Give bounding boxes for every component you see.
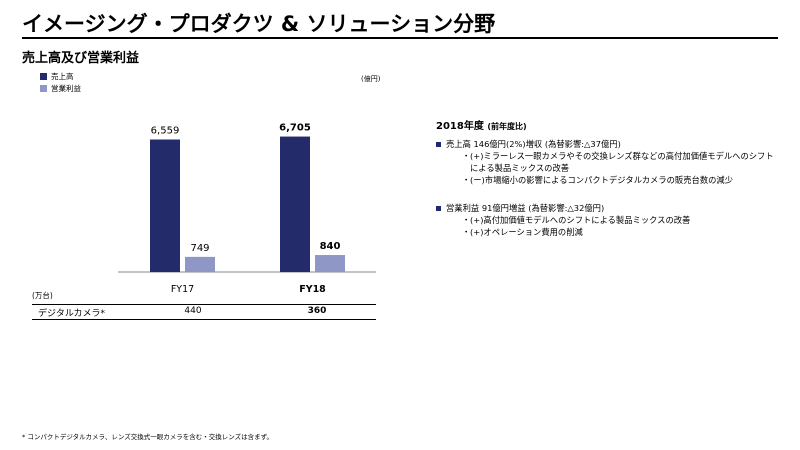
- legend-item-op-income: 営業利益: [40, 83, 81, 94]
- legend-label-op-income: 営業利益: [51, 84, 81, 93]
- commentary-heading: 2018年度 (前年度比): [436, 120, 776, 135]
- legend-label-sales: 売上高: [51, 72, 74, 81]
- data-label-sales-fy18: 6,705: [279, 123, 311, 134]
- list-item: ・ (+)高付加価値モデルへのシフトによる製品ミックスの改善: [436, 214, 776, 226]
- table-row: デジタルカメラ* 440 360: [32, 304, 376, 320]
- op-income-item-1: (+)高付加価値モデルへのシフトによる製品ミックスの改善: [470, 214, 691, 225]
- data-label-op-income-fy18: 840: [320, 241, 341, 252]
- title-divider: [22, 37, 778, 39]
- legend-item-sales: 売上高: [40, 71, 74, 82]
- bar-op-income-fy17: [185, 256, 215, 272]
- legend-swatch-op-income: [40, 85, 47, 92]
- commentary-panel: 2018年度 (前年度比) 売上高 146億円(2%)増収 (為替影響:△37億…: [436, 120, 776, 238]
- bar-sales-fy18: [280, 136, 310, 272]
- bar-chart: 6,559 749 FY17 6,705 840 FY18: [118, 123, 376, 295]
- page-title: イメージング・プロダクツ & ソリューション分野: [22, 12, 496, 36]
- sales-item-2: (ー)市場縮小の影響によるコンパクトデジタルカメラの販売台数の減少: [470, 174, 734, 185]
- bullet-dot-icon: ・: [462, 226, 471, 237]
- bullet-dot-icon: ・: [462, 150, 471, 161]
- table-cell-fy18: 360: [307, 306, 327, 316]
- list-item: ・ (+)オペレーション費用の削減: [436, 226, 776, 238]
- commentary-op-income-headline: 営業利益 91億円増益 (為替影響:△32億円): [436, 202, 776, 214]
- bar-op-income-fy18: [315, 255, 345, 272]
- data-label-op-income-fy17: 749: [190, 243, 209, 254]
- commentary-sales-headline: 売上高 146億円(2%)増収 (為替影響:△37億円): [436, 138, 776, 150]
- bullet-square-icon: [436, 141, 441, 147]
- chart-subtitle: 売上高及び営業利益: [22, 51, 140, 66]
- data-label-sales-fy17: 6,559: [151, 126, 180, 137]
- op-income-headline-text: 営業利益 91億円増益 (為替影響:△32億円): [446, 202, 605, 213]
- list-item: ・ (+)ミラーレス一眼カメラやその交換レンズ群などの高付加価値モデルへのシフト…: [436, 150, 776, 174]
- commentary-heading-main: 2018年度: [436, 121, 484, 132]
- sales-headline-text: 売上高 146億円(2%)増収 (為替影響:△37億円): [446, 138, 621, 149]
- table-unit-label: (万台): [32, 291, 53, 300]
- table-cell-fy17: 440: [184, 306, 202, 316]
- bullet-dot-icon: ・: [462, 174, 471, 185]
- bullet-square-icon: [436, 205, 441, 211]
- unit-label: (億円): [361, 75, 381, 83]
- table-row-label: デジタルカメラ*: [38, 309, 106, 319]
- category-label-fy18: FY18: [299, 284, 326, 295]
- category-label-fy17: FY17: [171, 284, 194, 295]
- legend-swatch-sales: [40, 73, 47, 80]
- commentary-heading-sub: (前年度比): [487, 122, 527, 131]
- bullet-dot-icon: ・: [462, 214, 471, 225]
- commentary-op-income-block: 営業利益 91億円増益 (為替影響:△32億円) ・ (+)高付加価値モデルへの…: [436, 202, 776, 238]
- list-item: ・ (ー)市場縮小の影響によるコンパクトデジタルカメラの販売台数の減少: [436, 174, 776, 186]
- bar-sales-fy17: [150, 139, 180, 272]
- footnote: * コンパクトデジタルカメラ、レンズ交換式一眼カメラを含む・交換レンズは含まず。: [22, 433, 273, 441]
- sales-item-1: (+)ミラーレス一眼カメラやその交換レンズ群などの高付加価値モデルへのシフトによ…: [470, 150, 774, 173]
- op-income-item-2: (+)オペレーション費用の削減: [470, 226, 583, 237]
